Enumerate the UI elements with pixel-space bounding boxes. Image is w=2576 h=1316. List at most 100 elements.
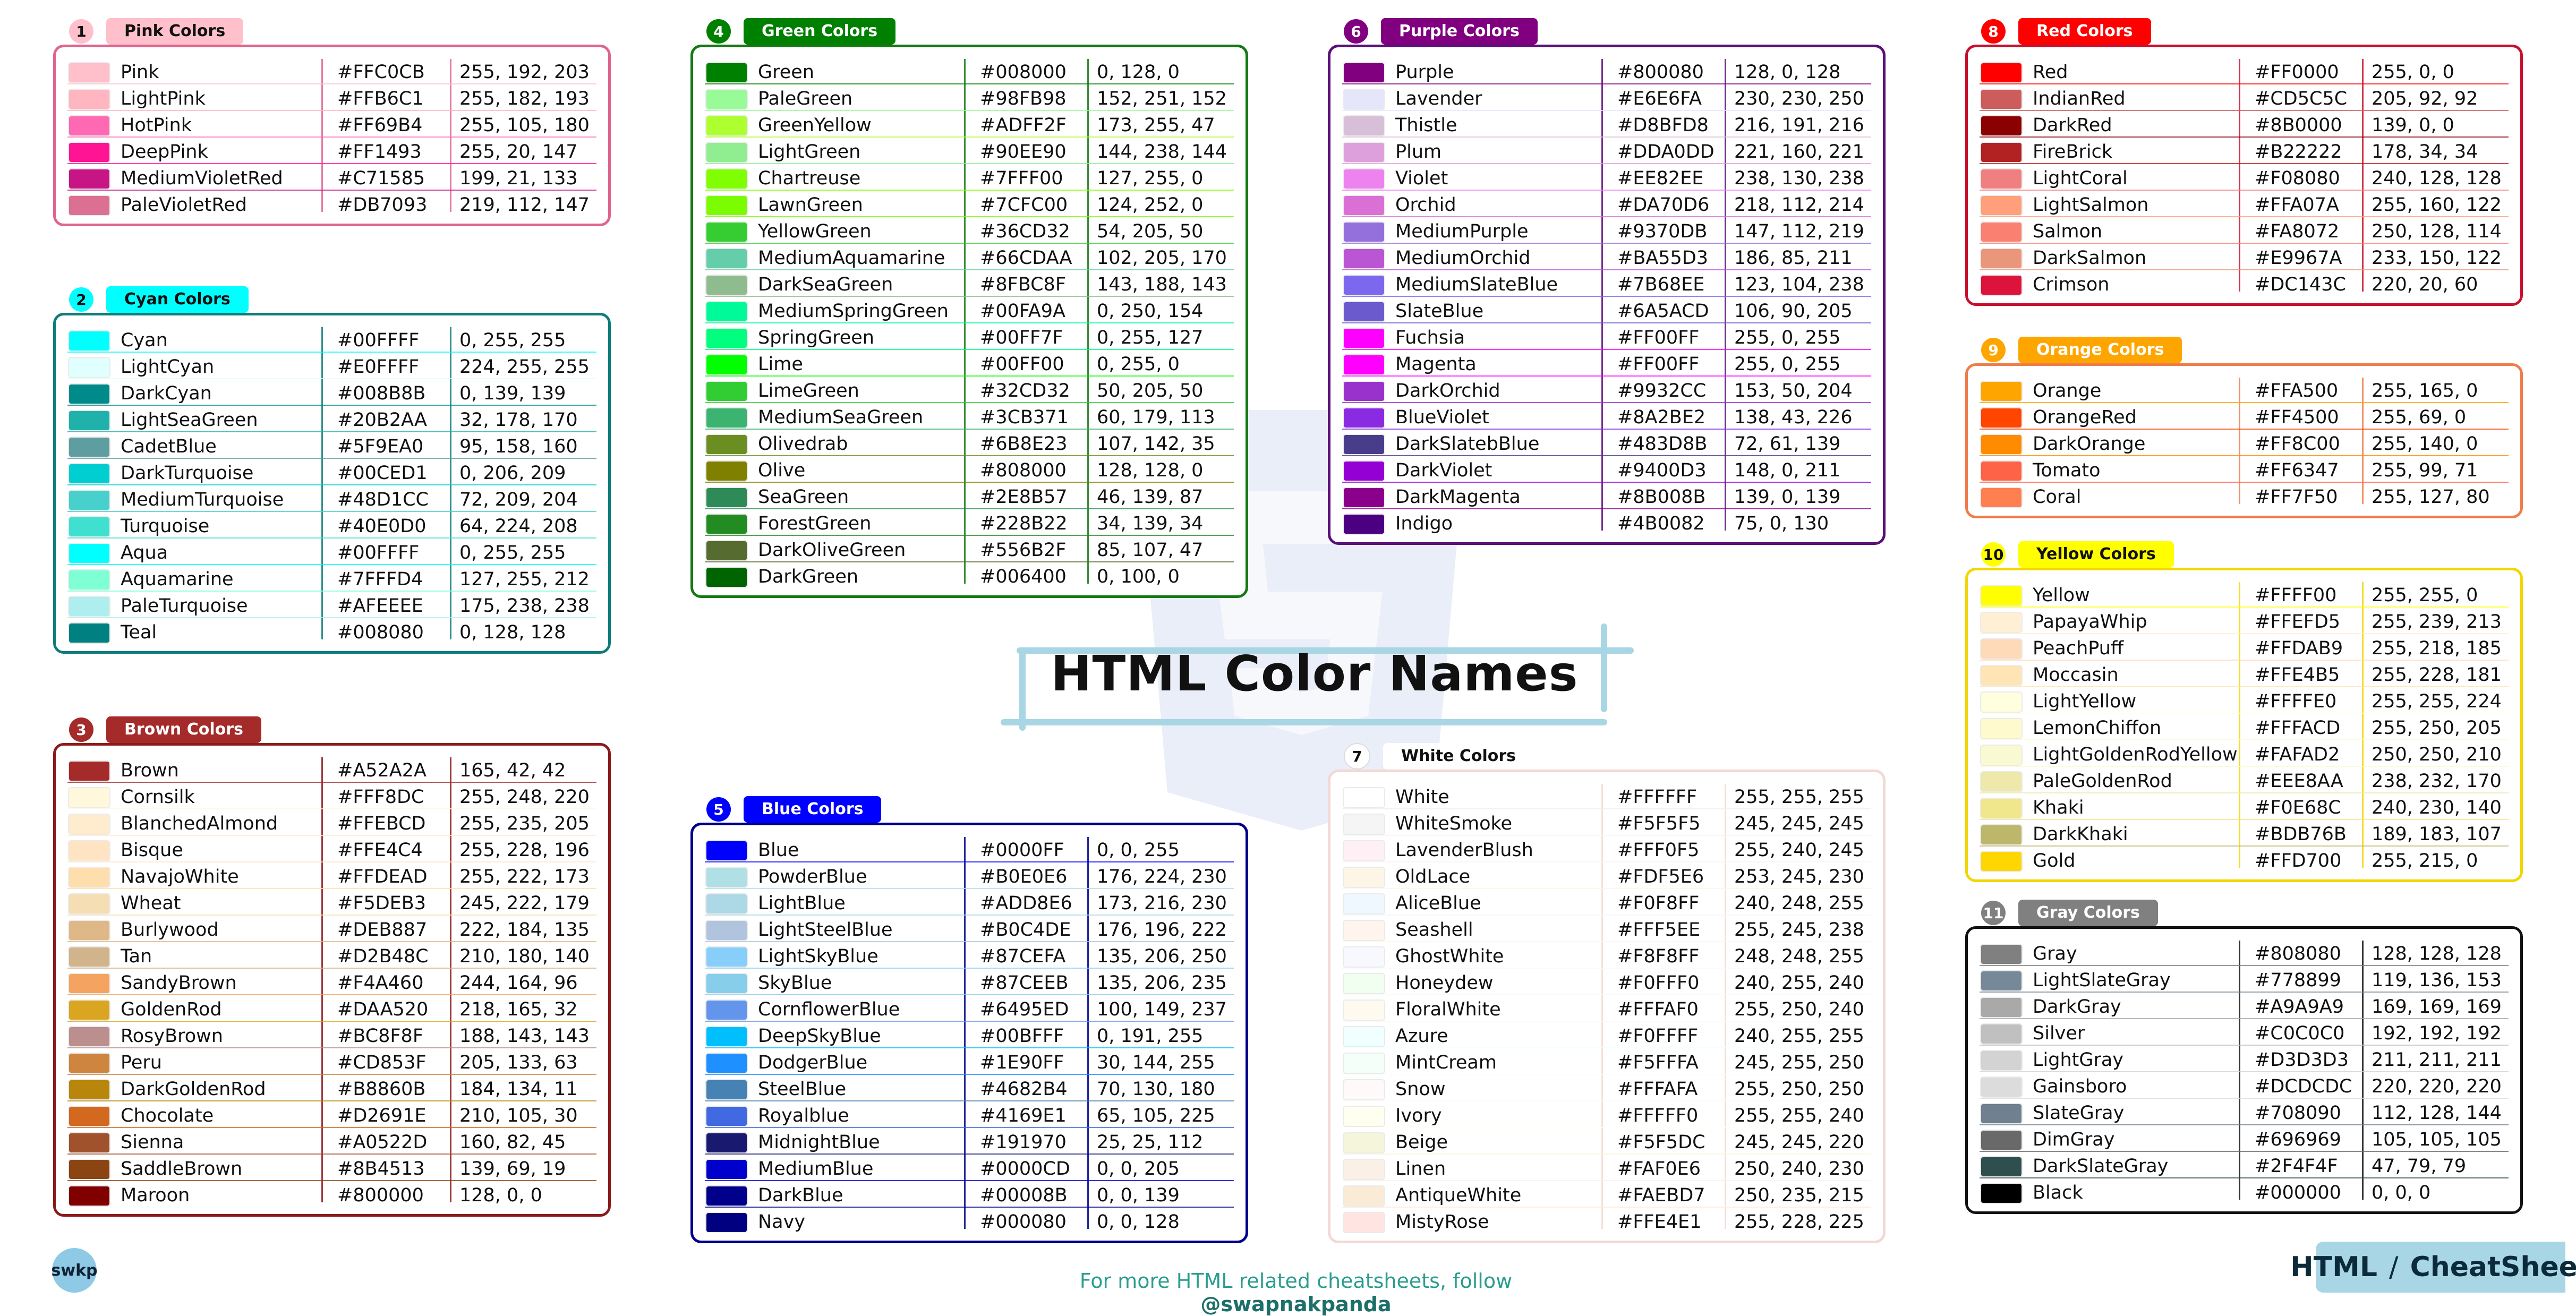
color-hex: #C71585 bbox=[337, 168, 425, 189]
color-name: DarkKhaki bbox=[2033, 824, 2128, 845]
color-name: Khaki bbox=[2033, 797, 2084, 818]
row-divider bbox=[1342, 1127, 1871, 1128]
color-hex: #FAFAD2 bbox=[2255, 744, 2340, 765]
color-swatch bbox=[1980, 89, 2023, 110]
row-divider bbox=[67, 458, 596, 459]
row-divider bbox=[1980, 1071, 2509, 1072]
group-header: 1 Pink Colors bbox=[69, 16, 244, 47]
color-rgb: 186, 85, 211 bbox=[1734, 247, 1853, 269]
color-swatch bbox=[705, 1079, 748, 1100]
footer-credit: For more HTML related cheatsheets, follo… bbox=[1057, 1269, 1535, 1316]
color-rgb: 250, 240, 230 bbox=[1734, 1158, 1864, 1180]
color-row: LightSkyBlue #87CEFA 135, 206, 250 bbox=[693, 942, 1246, 969]
row-divider bbox=[1342, 968, 1871, 969]
row-divider bbox=[1342, 269, 1871, 270]
color-swatch bbox=[1343, 89, 1385, 110]
color-name: Beige bbox=[1395, 1132, 1448, 1153]
color-rgb: 230, 230, 250 bbox=[1734, 88, 1864, 109]
color-group: 2 Cyan Colors Cyan #00FFFF 0, 255, 255 LightC… bbox=[53, 284, 611, 654]
color-hex: #00FF00 bbox=[980, 354, 1064, 375]
color-hex: #708090 bbox=[2255, 1103, 2341, 1124]
color-swatch bbox=[705, 460, 748, 482]
row-divider bbox=[705, 83, 1234, 84]
color-hex: #FFA500 bbox=[2255, 380, 2339, 401]
color-swatch bbox=[1343, 115, 1385, 136]
color-hex: #FFDEAD bbox=[337, 866, 428, 887]
row-divider bbox=[67, 994, 596, 995]
color-row: LightCoral #F08080 240, 128, 128 bbox=[1968, 164, 2520, 191]
color-swatch bbox=[705, 115, 748, 136]
color-row: SaddleBrown #8B4513 139, 69, 19 bbox=[56, 1155, 608, 1181]
color-rgb: 0, 250, 154 bbox=[1097, 301, 1204, 322]
color-hex: #FFDAB9 bbox=[2255, 638, 2343, 659]
badge-cheatsheet-label: CheatSheet bbox=[2410, 1251, 2576, 1283]
color-swatch bbox=[705, 893, 748, 915]
row-divider bbox=[1342, 835, 1871, 836]
color-row: Chartreuse #7FFF00 127, 255, 0 bbox=[693, 164, 1246, 191]
color-name: Cornsilk bbox=[121, 787, 195, 808]
color-row: RosyBrown #BC8F8F 188, 143, 143 bbox=[56, 1022, 608, 1048]
color-swatch bbox=[705, 867, 748, 888]
color-rgb: 34, 139, 34 bbox=[1097, 513, 1204, 534]
color-name: GoldenRod bbox=[121, 999, 222, 1020]
column-divider bbox=[964, 59, 966, 584]
color-rgb: 143, 188, 143 bbox=[1097, 274, 1227, 295]
color-rgb: 245, 245, 245 bbox=[1734, 813, 1864, 834]
color-swatch bbox=[1343, 354, 1385, 375]
color-row: GhostWhite #F8F8FF 248, 248, 255 bbox=[1330, 942, 1883, 969]
color-row: Maroon #800000 128, 0, 0 bbox=[56, 1181, 608, 1208]
color-hex: #B0C4DE bbox=[980, 919, 1071, 941]
color-swatch bbox=[1980, 612, 2023, 633]
color-name: MediumBlue bbox=[758, 1158, 874, 1180]
color-swatch bbox=[705, 487, 748, 508]
color-row: IndianRed #CD5C5C 205, 92, 92 bbox=[1968, 84, 2520, 111]
row-divider bbox=[705, 561, 1234, 562]
color-swatch bbox=[705, 407, 748, 429]
color-rgb: 0, 206, 209 bbox=[459, 463, 566, 484]
color-name: MediumOrchid bbox=[1395, 247, 1531, 269]
color-swatch bbox=[705, 195, 748, 216]
color-row: FloralWhite #FFFAF0 255, 250, 240 bbox=[1330, 995, 1883, 1022]
group-header: 4 Green Colors bbox=[706, 16, 896, 47]
color-rgb: 253, 245, 230 bbox=[1734, 866, 1864, 887]
color-swatch bbox=[68, 463, 110, 484]
color-hex: #FDF5E6 bbox=[1617, 866, 1704, 887]
color-hex: #B0E0E6 bbox=[980, 866, 1068, 887]
author-handle-link[interactable]: @swapnakpanda bbox=[1200, 1293, 1392, 1316]
color-name: Orange bbox=[2033, 380, 2102, 401]
color-hex: #008080 bbox=[337, 622, 424, 643]
color-rgb: 238, 130, 238 bbox=[1734, 168, 1864, 189]
color-hex: #A9A9A9 bbox=[2255, 996, 2344, 1018]
color-rgb: 72, 209, 204 bbox=[459, 489, 578, 510]
color-hex: #008B8B bbox=[337, 383, 426, 404]
row-divider bbox=[1980, 713, 2509, 714]
color-row: Brown #A52A2A 165, 42, 42 bbox=[56, 756, 608, 783]
column-divider bbox=[1087, 837, 1089, 1229]
color-hex: #87CEEB bbox=[980, 972, 1069, 994]
cheatsheet-badge: HTML / CheatSheet bbox=[2290, 1242, 2576, 1293]
color-name: LightSkyBlue bbox=[758, 946, 878, 967]
color-row: AliceBlue #F0F8FF 240, 248, 255 bbox=[1330, 889, 1883, 916]
color-rgb: 0, 255, 255 bbox=[459, 542, 566, 563]
row-divider bbox=[1980, 110, 2509, 111]
color-hex: #DA70D6 bbox=[1617, 194, 1710, 216]
column-divider bbox=[2239, 941, 2240, 1200]
color-row: MediumBlue #0000CD 0, 0, 205 bbox=[693, 1155, 1246, 1181]
color-name: Turquoise bbox=[121, 516, 210, 537]
page-title: HTML Color Names bbox=[1051, 645, 1579, 702]
row-divider bbox=[1342, 482, 1871, 483]
color-hex: #B22222 bbox=[2255, 141, 2342, 163]
color-rgb: 224, 255, 255 bbox=[459, 356, 590, 378]
color-swatch bbox=[705, 301, 748, 322]
color-swatch bbox=[1343, 142, 1385, 163]
row-divider bbox=[705, 1207, 1234, 1208]
color-name: Linen bbox=[1395, 1158, 1446, 1180]
color-swatch bbox=[705, 354, 748, 375]
row-divider bbox=[67, 808, 596, 809]
group-title: Gray Colors bbox=[2018, 900, 2158, 926]
color-rgb: 54, 205, 50 bbox=[1097, 221, 1204, 242]
color-swatch bbox=[1980, 434, 2023, 455]
color-rgb: 255, 250, 240 bbox=[1734, 999, 1864, 1020]
color-hex: #C0C0C0 bbox=[2255, 1023, 2345, 1044]
color-swatch bbox=[705, 1212, 748, 1233]
